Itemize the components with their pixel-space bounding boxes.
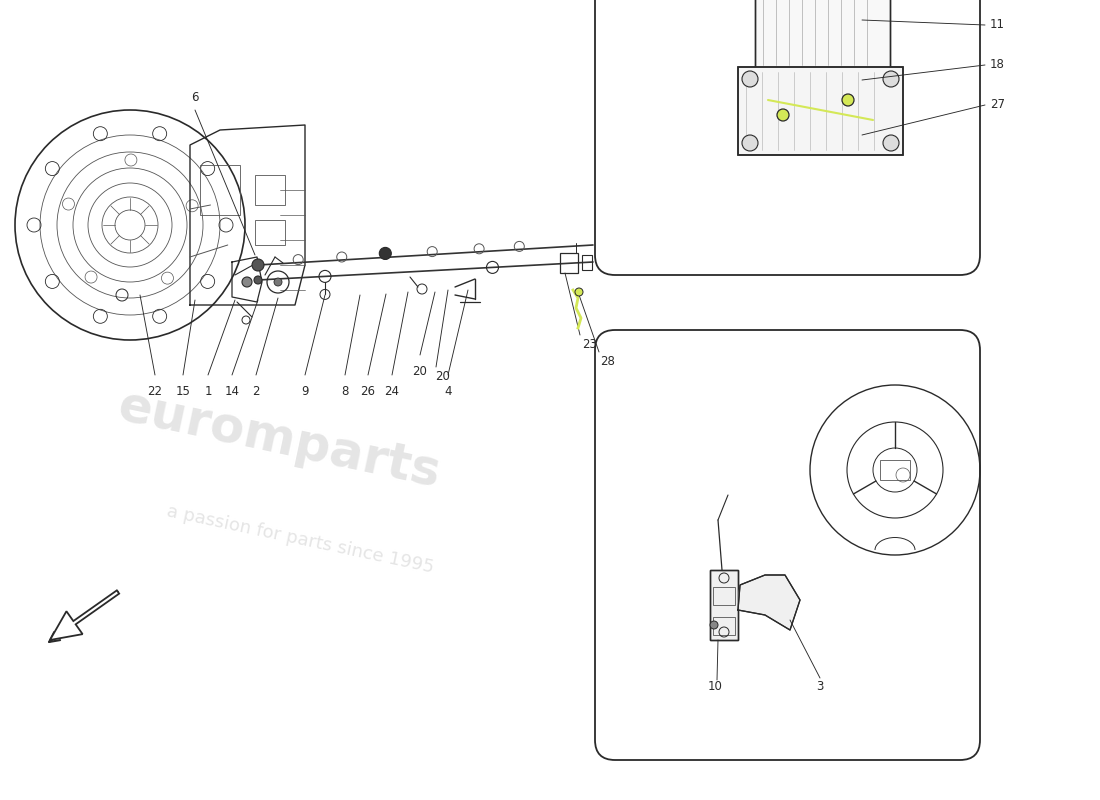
Bar	[255, 175, 285, 205]
Text: 2: 2	[252, 385, 260, 398]
Text: 20: 20	[412, 365, 428, 378]
Bar	[582, 255, 592, 270]
Text: 14: 14	[224, 385, 240, 398]
Bar	[255, 220, 285, 245]
Circle shape	[274, 278, 282, 286]
Circle shape	[242, 277, 252, 287]
Circle shape	[379, 247, 392, 259]
Text: 26: 26	[361, 385, 375, 398]
Text: 18: 18	[990, 58, 1005, 71]
Bar	[738, 67, 903, 155]
FancyBboxPatch shape	[595, 0, 980, 275]
Bar	[710, 570, 738, 640]
Bar	[738, 67, 903, 155]
Bar	[755, 0, 890, 70]
FancyBboxPatch shape	[595, 330, 980, 760]
Circle shape	[883, 135, 899, 151]
Bar	[713, 587, 735, 605]
Text: 10: 10	[707, 680, 723, 693]
Bar	[880, 460, 910, 480]
Text: 6: 6	[191, 91, 199, 104]
Text: 23: 23	[582, 338, 597, 351]
Text: euromparts: euromparts	[114, 382, 446, 498]
Bar	[755, 0, 890, 70]
Circle shape	[777, 109, 789, 121]
Text: 15: 15	[176, 385, 190, 398]
Text: 11: 11	[990, 18, 1005, 31]
Text: 8: 8	[341, 385, 349, 398]
Text: 27: 27	[990, 98, 1005, 111]
Text: 1: 1	[205, 385, 211, 398]
Bar	[560, 253, 578, 273]
Bar	[200, 165, 240, 215]
Text: 24: 24	[385, 385, 399, 398]
Polygon shape	[738, 575, 800, 630]
Text: 9: 9	[301, 385, 309, 398]
Circle shape	[842, 94, 854, 106]
Text: 22: 22	[147, 385, 163, 398]
Circle shape	[742, 135, 758, 151]
Text: 28: 28	[600, 355, 615, 368]
Circle shape	[883, 71, 899, 87]
Circle shape	[742, 71, 758, 87]
Bar	[710, 570, 738, 640]
Text: 20: 20	[434, 370, 450, 383]
Circle shape	[252, 259, 264, 271]
Circle shape	[575, 288, 583, 296]
Bar	[713, 617, 735, 635]
Text: a passion for parts since 1995: a passion for parts since 1995	[165, 503, 436, 577]
Text: 3: 3	[816, 680, 824, 693]
Circle shape	[254, 276, 262, 284]
FancyArrow shape	[50, 590, 119, 640]
Text: 4: 4	[444, 385, 452, 398]
Circle shape	[710, 621, 718, 629]
